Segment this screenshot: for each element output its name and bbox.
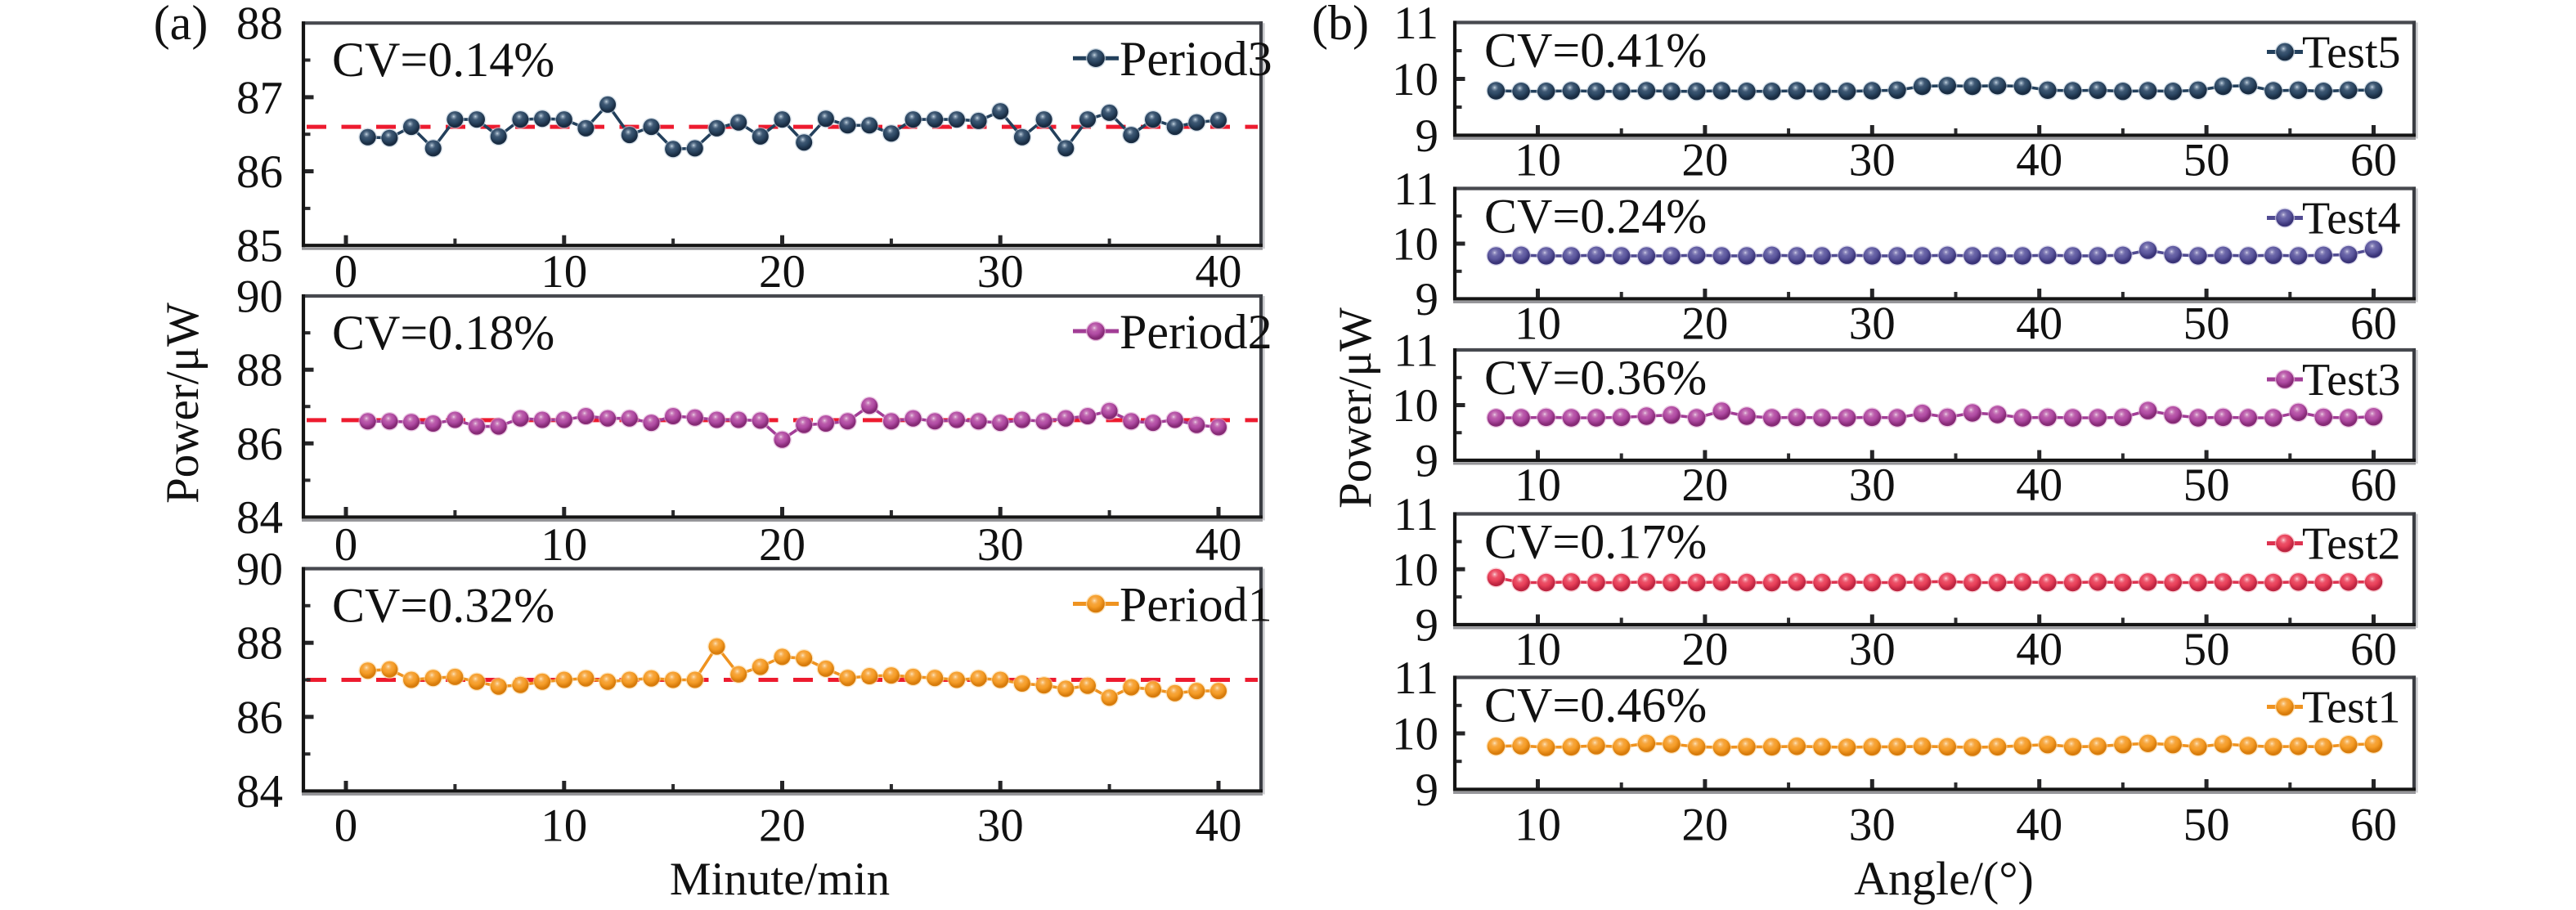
svg-text:(a): (a): [154, 0, 209, 50]
svg-text:11: 11: [1393, 325, 1438, 377]
svg-text:30: 30: [1849, 298, 1896, 350]
svg-text:60: 60: [2350, 298, 2397, 350]
svg-text:Period3: Period3: [1120, 32, 1272, 86]
svg-text:30: 30: [1849, 624, 1896, 675]
svg-text:90: 90: [236, 271, 283, 323]
svg-text:88: 88: [236, 618, 283, 670]
svg-text:85: 85: [236, 221, 283, 272]
svg-text:40: 40: [2016, 459, 2062, 511]
svg-text:84: 84: [236, 766, 283, 818]
svg-text:50: 50: [2183, 800, 2230, 851]
svg-text:50: 50: [2183, 135, 2230, 186]
svg-text:30: 30: [977, 800, 1024, 852]
svg-text:CV=0.36%: CV=0.36%: [1484, 351, 1707, 405]
svg-text:30: 30: [977, 519, 1024, 571]
svg-text:40: 40: [2016, 624, 2062, 675]
svg-text:20: 20: [1681, 298, 1728, 350]
svg-text:10: 10: [1515, 135, 1561, 186]
svg-text:40: 40: [1196, 246, 1242, 298]
svg-text:30: 30: [1849, 800, 1896, 851]
svg-text:11: 11: [1393, 489, 1438, 540]
svg-text:86: 86: [236, 146, 283, 198]
svg-text:10: 10: [1515, 624, 1561, 675]
svg-text:Power/μW: Power/μW: [1330, 307, 1381, 509]
svg-text:CV=0.14%: CV=0.14%: [332, 33, 554, 87]
svg-text:86: 86: [236, 692, 283, 743]
svg-text:11: 11: [1393, 164, 1438, 215]
svg-text:40: 40: [1196, 800, 1242, 852]
svg-text:20: 20: [1681, 624, 1728, 675]
svg-text:10: 10: [541, 246, 587, 298]
svg-text:Test5: Test5: [2302, 28, 2401, 78]
svg-text:50: 50: [2183, 624, 2230, 675]
svg-text:88: 88: [236, 0, 283, 50]
svg-text:10: 10: [1515, 459, 1561, 511]
svg-text:10: 10: [1392, 545, 1438, 596]
svg-text:Period1: Period1: [1120, 578, 1272, 632]
svg-text:20: 20: [759, 519, 806, 571]
svg-text:CV=0.18%: CV=0.18%: [332, 306, 554, 360]
svg-text:CV=0.24%: CV=0.24%: [1484, 190, 1707, 244]
svg-text:84: 84: [236, 492, 283, 544]
svg-text:10: 10: [1392, 219, 1438, 271]
svg-text:CV=0.46%: CV=0.46%: [1484, 679, 1707, 733]
svg-text:Period2: Period2: [1120, 305, 1272, 359]
svg-text:87: 87: [236, 72, 283, 123]
svg-text:9: 9: [1416, 110, 1439, 162]
svg-text:CV=0.41%: CV=0.41%: [1484, 24, 1707, 78]
svg-text:60: 60: [2350, 624, 2397, 675]
svg-text:Angle/(°): Angle/(°): [1854, 852, 2034, 905]
svg-text:(b): (b): [1312, 0, 1369, 50]
svg-text:88: 88: [236, 345, 283, 397]
svg-text:20: 20: [1681, 135, 1728, 186]
svg-text:11: 11: [1393, 0, 1438, 49]
svg-text:20: 20: [759, 800, 806, 852]
svg-text:40: 40: [2016, 298, 2062, 350]
svg-text:10: 10: [541, 800, 587, 852]
svg-text:20: 20: [1681, 800, 1728, 851]
svg-text:9: 9: [1416, 764, 1439, 816]
svg-text:0: 0: [334, 800, 358, 852]
svg-text:CV=0.17%: CV=0.17%: [1484, 515, 1707, 569]
svg-text:10: 10: [1392, 54, 1438, 105]
svg-text:10: 10: [1392, 709, 1438, 760]
svg-text:40: 40: [1196, 519, 1242, 571]
svg-text:Test3: Test3: [2302, 355, 2401, 406]
svg-text:60: 60: [2350, 800, 2397, 851]
svg-text:10: 10: [1392, 380, 1438, 432]
svg-text:50: 50: [2183, 459, 2230, 511]
svg-text:9: 9: [1416, 600, 1439, 652]
svg-text:9: 9: [1416, 274, 1439, 325]
svg-text:40: 40: [2016, 135, 2062, 186]
svg-text:10: 10: [1515, 298, 1561, 350]
svg-text:Test4: Test4: [2302, 194, 2401, 244]
svg-text:10: 10: [541, 519, 587, 571]
svg-text:0: 0: [334, 246, 358, 298]
svg-text:30: 30: [1849, 135, 1896, 186]
svg-text:90: 90: [236, 544, 283, 595]
svg-text:Test1: Test1: [2302, 683, 2401, 733]
svg-text:20: 20: [1681, 459, 1728, 511]
svg-text:10: 10: [1515, 800, 1561, 851]
svg-text:Test2: Test2: [2302, 519, 2401, 570]
svg-text:30: 30: [977, 246, 1024, 298]
svg-text:11: 11: [1393, 652, 1438, 704]
svg-text:0: 0: [334, 519, 358, 571]
svg-text:60: 60: [2350, 459, 2397, 511]
svg-text:50: 50: [2183, 298, 2230, 350]
svg-text:9: 9: [1416, 436, 1439, 487]
svg-text:Minute/min: Minute/min: [670, 854, 890, 905]
svg-text:Power/μW: Power/μW: [157, 303, 209, 504]
svg-text:86: 86: [236, 419, 283, 470]
svg-text:40: 40: [2016, 800, 2062, 851]
svg-text:20: 20: [759, 246, 806, 298]
svg-text:60: 60: [2350, 135, 2397, 186]
svg-text:30: 30: [1849, 459, 1896, 511]
svg-text:CV=0.32%: CV=0.32%: [332, 579, 554, 633]
